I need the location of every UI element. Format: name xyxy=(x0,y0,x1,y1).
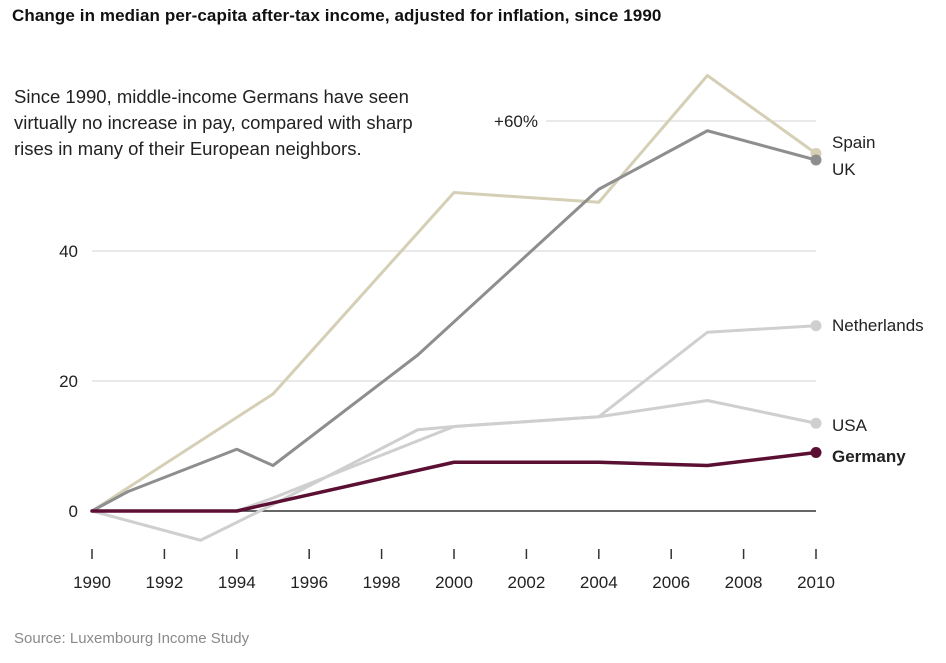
source-note: Source: Luxembourg Income Study xyxy=(14,630,250,647)
x-tick-label: 2010 xyxy=(797,573,835,592)
series-end-dot-germany xyxy=(810,447,822,458)
y-tick-label: 0 xyxy=(69,502,78,521)
series-line-spain xyxy=(90,74,818,513)
series-end-dot-usa xyxy=(810,417,822,429)
series-label-netherlands: Netherlands xyxy=(832,316,924,335)
x-tick-label: 1998 xyxy=(363,573,401,592)
x-tick-label: 1992 xyxy=(145,573,183,592)
series-line-uk xyxy=(90,129,818,513)
y-tick-label: 40 xyxy=(59,242,78,261)
x-tick-label: 1996 xyxy=(290,573,328,592)
x-tick-label: 2004 xyxy=(580,573,618,592)
y-tick-label: +60% xyxy=(494,112,538,131)
series-label-germany: Germany xyxy=(832,447,906,466)
x-tick-label: 1994 xyxy=(218,573,256,592)
series-end-dot-netherlands xyxy=(810,320,822,332)
series-line-netherlands xyxy=(90,324,818,513)
x-tick-label: 2008 xyxy=(725,573,763,592)
y-tick-label: 20 xyxy=(59,372,78,391)
series-line-usa xyxy=(90,399,818,542)
chart-title: Change in median per-capita after-tax in… xyxy=(12,6,662,25)
chart-annotation: Since 1990, middle-income Germans have s… xyxy=(14,86,413,159)
series-label-uk: UK xyxy=(832,160,856,179)
series-label-usa: USA xyxy=(832,416,868,435)
x-tick-label: 2002 xyxy=(507,573,545,592)
series-line-germany xyxy=(90,450,818,513)
x-tick-label: 2000 xyxy=(435,573,473,592)
x-tick-label: 2006 xyxy=(652,573,690,592)
series-label-spain: Spain xyxy=(832,133,875,152)
x-tick-label: 1990 xyxy=(73,573,111,592)
series-end-dot-uk xyxy=(810,154,822,166)
